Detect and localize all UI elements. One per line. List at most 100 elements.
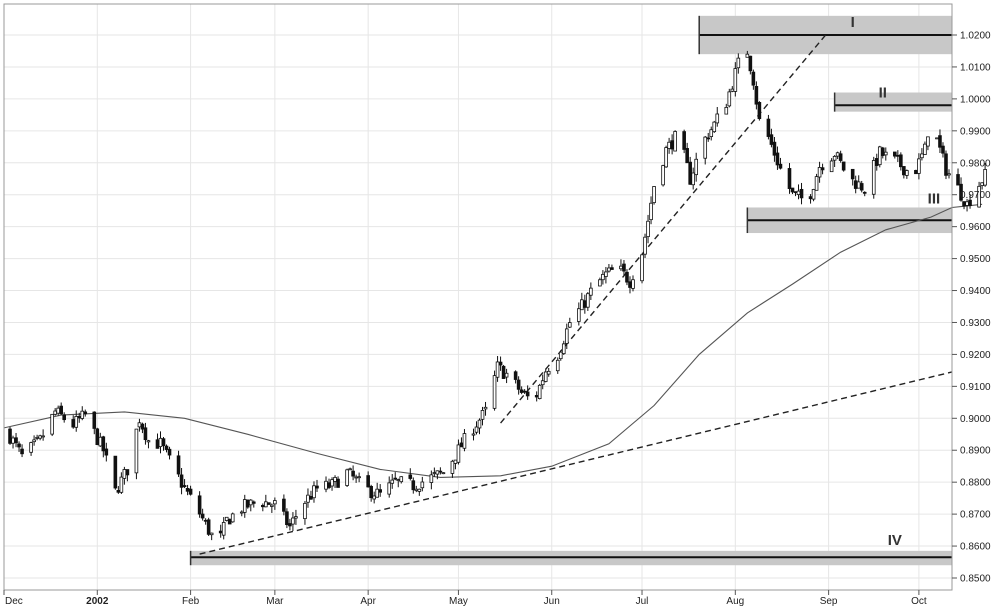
price-bar-body <box>282 498 286 512</box>
grid-lines <box>3 4 952 590</box>
price-bar-body <box>17 443 21 448</box>
price-bar-body <box>41 435 45 438</box>
price-bar-body <box>748 55 753 72</box>
y-tick-label: 0.9200 <box>960 350 991 361</box>
price-bar-body <box>772 141 777 156</box>
price-bar-body <box>926 136 930 147</box>
moving-average-line <box>3 203 983 478</box>
price-bar-body <box>667 141 671 149</box>
price-bar-body <box>670 140 674 150</box>
price-bar-body <box>330 479 334 487</box>
price-bar-body <box>218 530 223 534</box>
y-tick-label: 0.8500 <box>960 574 991 585</box>
price-bar-body <box>32 439 36 443</box>
price-bar-body <box>947 173 951 176</box>
price-bar-body <box>270 504 274 507</box>
price-bar-body <box>977 185 981 208</box>
price-bar-body <box>525 391 530 397</box>
price-bar-body <box>941 145 945 154</box>
price-bar-body <box>820 167 825 171</box>
price-bar-body <box>685 148 689 164</box>
price-bar-body <box>498 361 503 366</box>
price-bar-body <box>101 436 106 452</box>
price-bar-body <box>519 389 524 393</box>
x-tick-label: May <box>449 596 468 607</box>
price-bar-body <box>62 414 66 421</box>
price-bar-body <box>733 68 738 92</box>
price-bar-body <box>113 455 118 489</box>
x-tick-label: Dec <box>5 596 23 607</box>
price-bar-body <box>200 513 205 519</box>
price-bar-body <box>793 191 798 194</box>
price-bar-body <box>483 406 488 410</box>
price-bar-body <box>871 160 876 195</box>
price-bar-body <box>534 395 539 398</box>
zone-label: III <box>928 190 941 207</box>
price-bar-body <box>227 518 232 525</box>
plot-frame <box>3 3 953 591</box>
price-bar-body <box>673 131 677 152</box>
moving-average <box>3 203 983 478</box>
price-bar-body <box>856 181 861 189</box>
price-bar-body <box>736 57 741 69</box>
price-bar-body <box>589 287 593 296</box>
price-bar-body <box>324 480 328 490</box>
y-tick-label: 0.9000 <box>960 414 991 425</box>
x-tick-label: Oct <box>911 596 927 607</box>
price-bar-body <box>294 516 298 519</box>
price-bar-body <box>116 489 121 493</box>
price-bar-body <box>664 147 668 168</box>
price-bar-body <box>11 437 15 444</box>
x-tick-label: 2002 <box>86 596 109 607</box>
price-bar-body <box>459 442 464 448</box>
price-bar-body <box>264 501 268 508</box>
trendline <box>199 371 953 555</box>
price-bar-body <box>188 488 193 495</box>
price-bar-body <box>56 407 60 414</box>
price-bar-body <box>366 475 370 488</box>
price-bar-body <box>390 479 395 484</box>
price-bar-body <box>59 405 63 415</box>
price-bar-body <box>914 170 918 175</box>
price-bar-body <box>348 468 352 471</box>
y-axis: 0.8500 0.8600 0.8700 0.8800 0.8900 0.9000 0.91… <box>952 31 991 585</box>
price-bar-body <box>706 137 711 140</box>
price-bar-body <box>336 478 340 488</box>
price-bar-body <box>104 448 109 456</box>
price-bar-body <box>92 411 97 429</box>
price-bar-body <box>965 201 969 206</box>
price-bar-body <box>291 517 295 525</box>
support-resistance-zones <box>189 15 953 566</box>
price-bar-body <box>893 151 897 157</box>
price-bar-body <box>176 455 181 475</box>
price-bars <box>8 50 987 541</box>
price-bar-body <box>586 293 590 308</box>
price-bar-body <box>203 519 208 522</box>
x-axis: Dec 2002 Feb Mar Apr May Jun Jul Aug Sep Oct <box>3 590 927 607</box>
price-bar-body <box>944 153 948 176</box>
price-bar-body <box>607 267 611 272</box>
price-bar-body <box>155 439 160 449</box>
price-bar-body <box>83 411 88 415</box>
price-bar-body <box>754 86 759 105</box>
price-bar-body <box>179 474 184 488</box>
y-tick-label: 0.9400 <box>960 286 991 297</box>
y-tick-label: 0.8600 <box>960 542 991 553</box>
price-bar-body <box>604 271 608 277</box>
price-bar-body <box>640 254 644 282</box>
price-bar-body <box>53 410 57 415</box>
price-bar-body <box>185 488 190 492</box>
price-bar-body <box>261 504 265 508</box>
price-bar-body <box>273 500 277 505</box>
price-bar-body <box>251 501 256 504</box>
price-bar-body <box>411 480 416 491</box>
price-bar-body <box>853 180 858 189</box>
price-bar-body <box>558 351 563 360</box>
price-bar-body <box>968 199 972 207</box>
price-bar-body <box>902 166 906 176</box>
price-bar-body <box>956 174 960 186</box>
price-bar-body <box>712 121 717 133</box>
price-bar-body <box>874 158 879 166</box>
price-bar-body <box>221 522 226 536</box>
y-tick-label: 0.9900 <box>960 126 991 137</box>
